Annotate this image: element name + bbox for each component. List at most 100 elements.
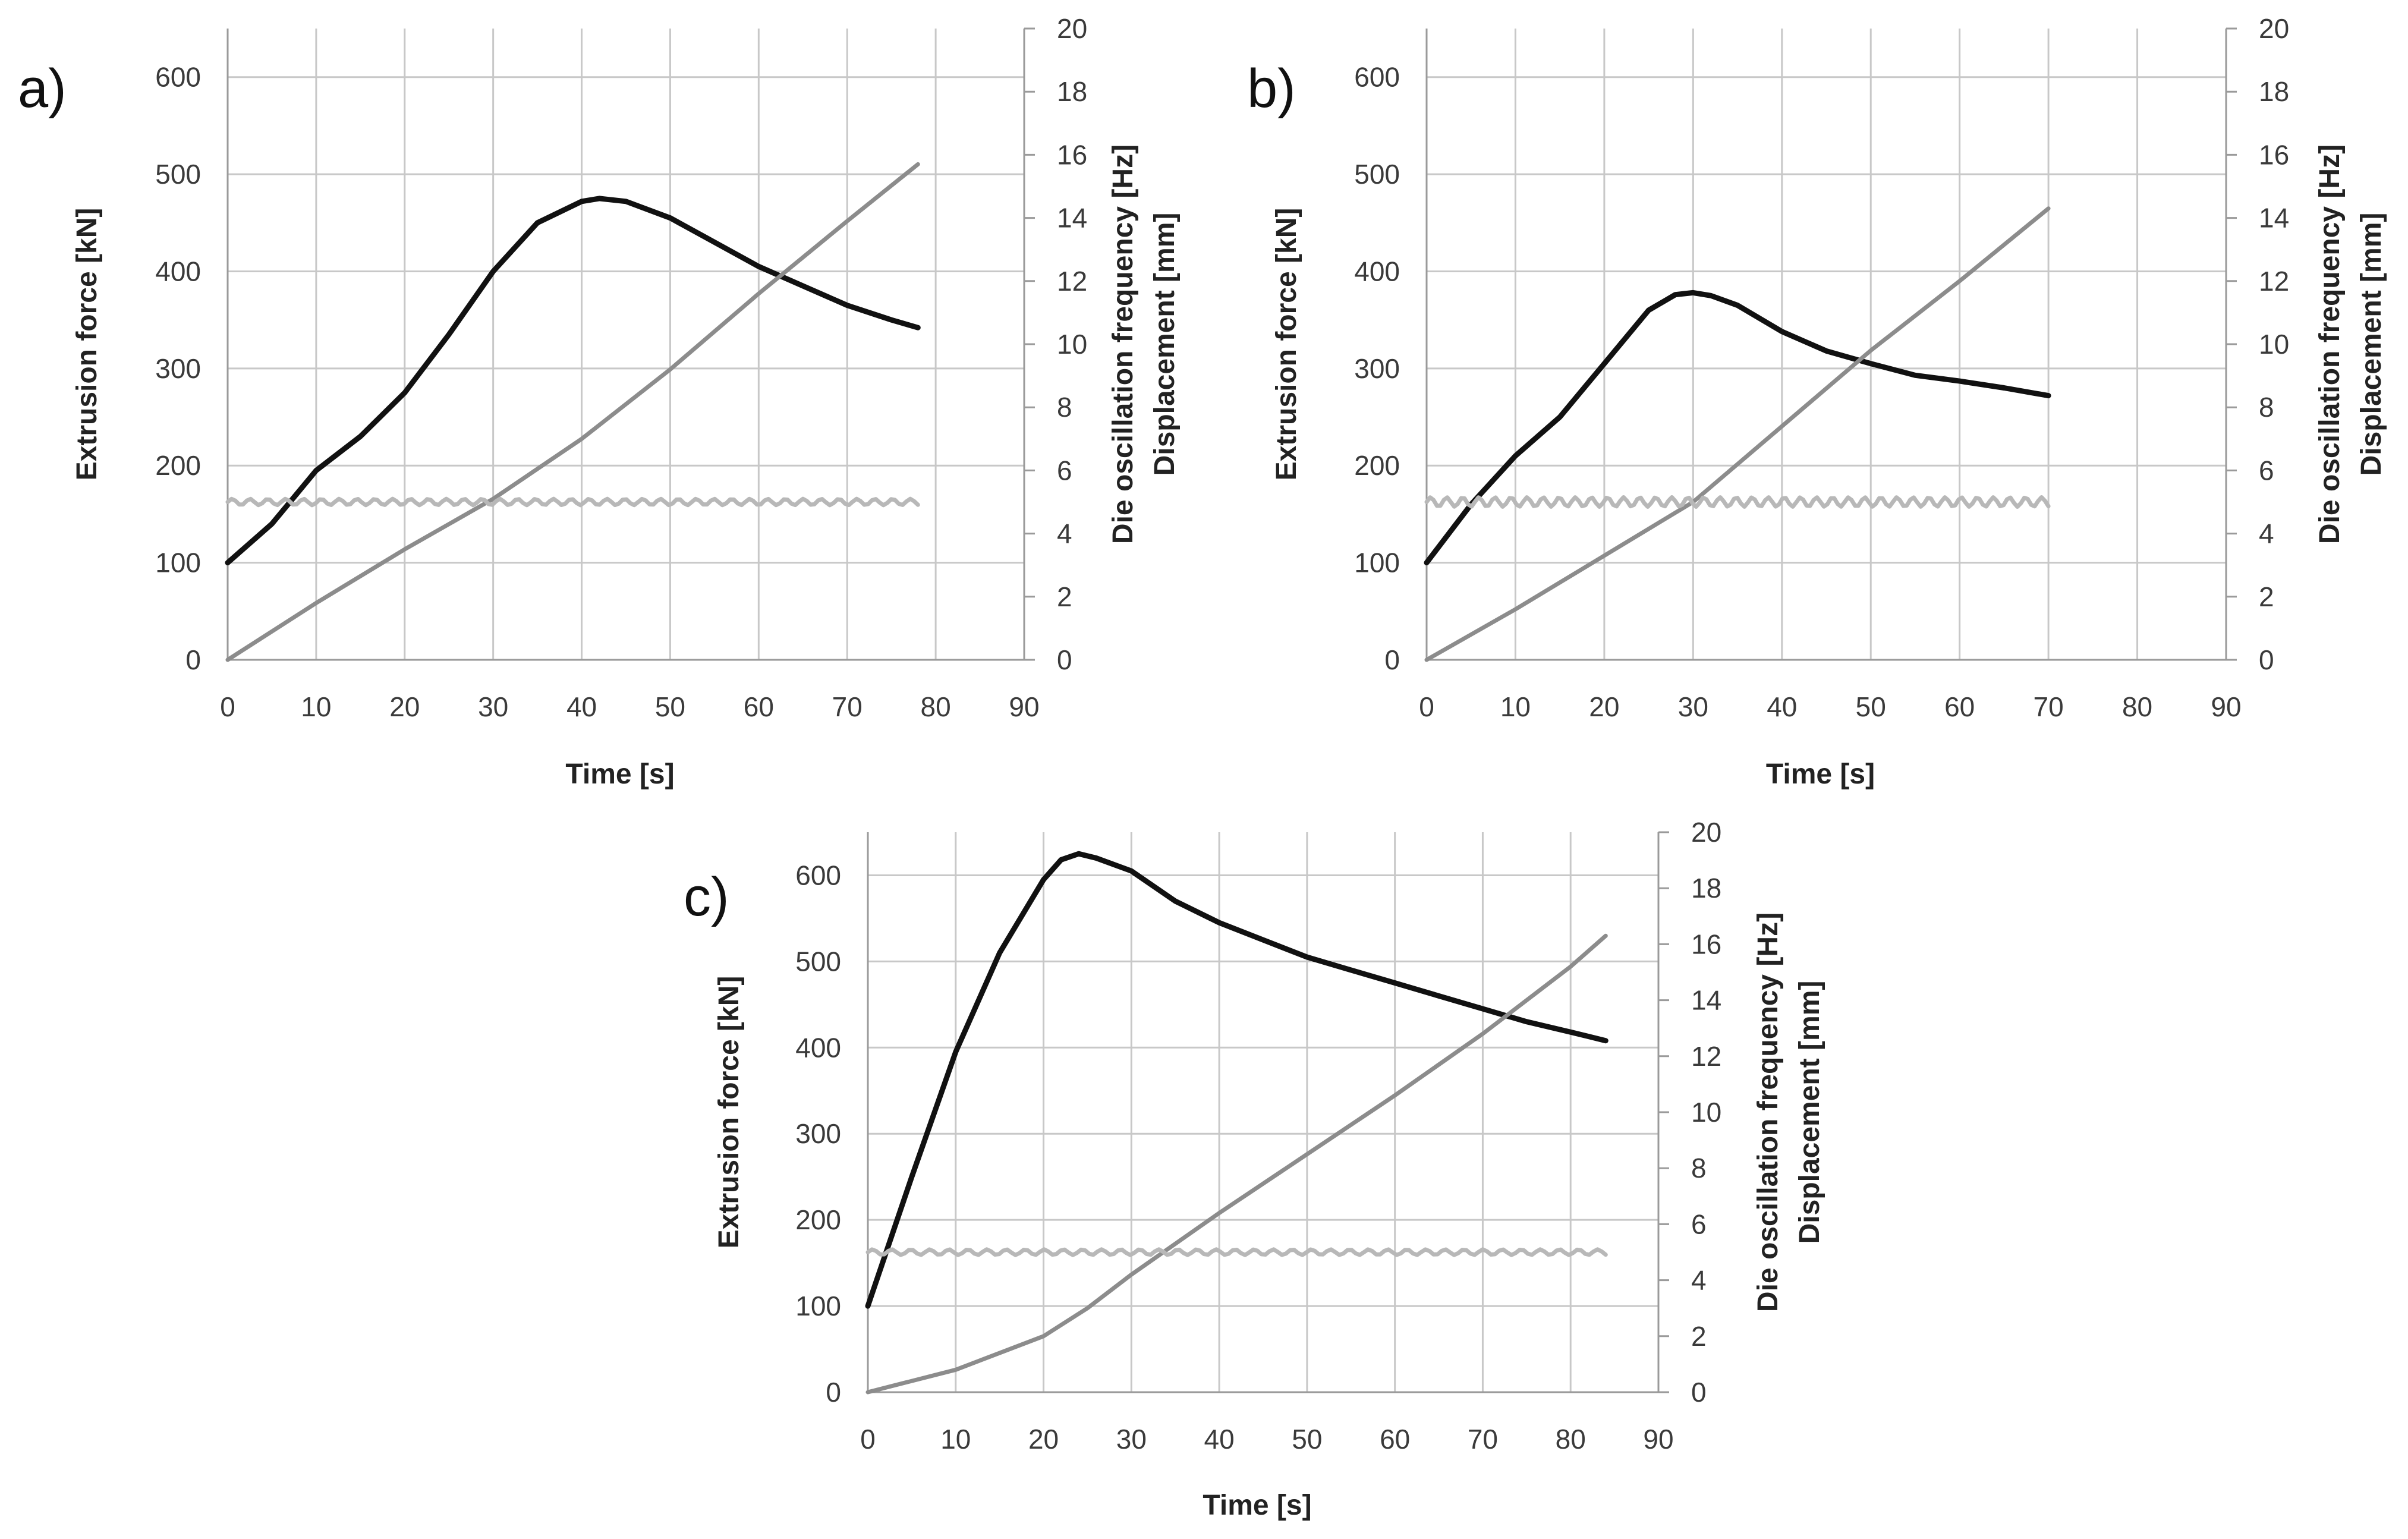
y2-tick-label: 14 — [1057, 203, 1087, 234]
series-line-extrusion-force — [1424, 289, 2051, 566]
y-axis-label: Extrusion force [kN] — [71, 208, 103, 481]
y-tick-label: 0 — [1384, 644, 1400, 675]
y-tick-label: 200 — [155, 450, 201, 481]
x-tick-label: 0 — [860, 1424, 876, 1455]
y2-axis-label-displacement: Displacement [mm] — [1794, 981, 1825, 1244]
y2-tick-label: 6 — [1691, 1208, 1707, 1239]
panel-label: b) — [1247, 58, 1296, 119]
y2-tick-label: 20 — [2259, 13, 2289, 44]
chart-panel-c: 0 10 20 30 40 50 60 70 80 90 0 100 200 300 400 500 600 0 2… — [684, 817, 1825, 1521]
y-axis-label: Extrusion force [kN] — [713, 976, 745, 1249]
y-tick-label: 500 — [795, 946, 841, 977]
y2-axis-label-frequency: Die oscillation frequency [Hz] — [1107, 144, 1139, 544]
x-tick-label: 10 — [1500, 691, 1531, 722]
y2-tick-label: 2 — [1057, 581, 1072, 612]
x-tick-label: 50 — [655, 691, 685, 722]
x-tick-label: 0 — [1419, 691, 1434, 722]
x-tick-label: 10 — [940, 1424, 971, 1455]
y-tick-label: 100 — [795, 1291, 841, 1321]
chart-panel-b: 0 10 20 30 40 50 60 70 80 90 0 100 200 300 400 500 600 0 2… — [1247, 13, 2387, 790]
y-tick-label: 300 — [1354, 353, 1400, 384]
series-line-extrusion-force — [865, 851, 1609, 1309]
x-axis-label: Time [s] — [565, 759, 674, 790]
x-tick-label: 90 — [2211, 691, 2241, 722]
x-tick-label: 20 — [1589, 691, 1619, 722]
x-tick-label: 50 — [1292, 1424, 1322, 1455]
y2-tick-label: 8 — [1057, 392, 1072, 423]
y2-tick-label: 8 — [2259, 392, 2274, 423]
y2-tick-label: 18 — [1057, 76, 1087, 107]
x-axis-label: Time [s] — [1766, 759, 1875, 790]
y-tick-label: 400 — [1354, 256, 1400, 287]
y2-tick-label: 0 — [1057, 644, 1072, 675]
x-tick-label: 50 — [1856, 691, 1886, 722]
x-tick-label: 80 — [921, 691, 951, 722]
y-tick-label: 100 — [155, 547, 201, 578]
x-tick-label: 0 — [220, 691, 235, 722]
y2-tick-label: 4 — [1057, 518, 1072, 549]
x-tick-label: 70 — [832, 691, 863, 722]
y2-tick-label: 14 — [2259, 203, 2289, 234]
x-tick-label: 90 — [1643, 1424, 1673, 1455]
x-tick-label: 30 — [1678, 691, 1708, 722]
y-tick-label: 300 — [155, 353, 201, 384]
x-tick-label: 80 — [2122, 691, 2152, 722]
y-tick-label: 100 — [1354, 547, 1400, 578]
y-tick-label: 600 — [155, 62, 201, 93]
x-tick-label: 60 — [1944, 691, 1975, 722]
y2-tick-label: 0 — [2259, 644, 2274, 675]
y2-tick-label: 16 — [2259, 139, 2289, 170]
y2-tick-label: 6 — [2259, 455, 2274, 486]
y2-tick-label: 12 — [2259, 266, 2289, 297]
y2-tick-label: 16 — [1691, 929, 1721, 959]
panel-label: a) — [18, 58, 67, 119]
chart-panel-a: 0 10 20 30 40 50 60 70 80 90 0 100 200 300 400 500 600 0 2… — [18, 13, 1181, 790]
y-tick-label: 300 — [795, 1118, 841, 1149]
series-line-extrusion-force — [225, 196, 921, 566]
y2-tick-label: 8 — [1691, 1153, 1707, 1184]
series-line-displacement — [225, 162, 920, 662]
series-line-displacement — [1424, 206, 2051, 662]
y-tick-label: 600 — [1354, 62, 1400, 93]
y-tick-label: 0 — [826, 1377, 841, 1408]
x-tick-label: 20 — [1028, 1424, 1059, 1455]
y-tick-label: 0 — [185, 644, 201, 675]
y2-tick-label: 2 — [2259, 581, 2274, 612]
y-tick-label: 600 — [795, 860, 841, 890]
y2-tick-label: 2 — [1691, 1321, 1707, 1352]
series-line-displacement — [865, 933, 1608, 1395]
x-tick-label: 90 — [1009, 691, 1039, 722]
y2-tick-label: 4 — [1691, 1265, 1707, 1296]
series-line-die-frequency — [865, 1247, 1608, 1257]
x-tick-label: 40 — [566, 691, 597, 722]
series-line-die-frequency — [225, 496, 920, 508]
x-tick-label: 10 — [301, 691, 331, 722]
y2-axis-label-displacement: Displacement [mm] — [2356, 213, 2387, 476]
y2-tick-label: 6 — [1057, 455, 1072, 486]
y-tick-label: 500 — [1354, 159, 1400, 190]
y2-tick-label: 10 — [2259, 329, 2289, 360]
y2-axis-label-frequency: Die oscillation frequency [Hz] — [2314, 144, 2346, 544]
x-tick-label: 70 — [2034, 691, 2064, 722]
x-tick-label: 30 — [478, 691, 508, 722]
y-tick-label: 200 — [795, 1204, 841, 1235]
y-axis-label: Extrusion force [kN] — [1271, 208, 1302, 481]
y-tick-label: 400 — [155, 256, 201, 287]
y2-tick-label: 20 — [1691, 817, 1721, 848]
x-tick-label: 80 — [1556, 1424, 1586, 1455]
y2-tick-label: 4 — [2259, 518, 2274, 549]
x-tick-label: 40 — [1767, 691, 1797, 722]
y2-tick-label: 18 — [1691, 873, 1721, 904]
x-axis-label: Time [s] — [1203, 1490, 1311, 1521]
y2-tick-label: 12 — [1691, 1041, 1721, 1072]
y2-tick-label: 16 — [1057, 139, 1087, 170]
x-tick-label: 30 — [1116, 1424, 1147, 1455]
series-line-die-frequency — [1424, 495, 2051, 509]
y-tick-label: 500 — [155, 159, 201, 190]
y2-tick-label: 0 — [1691, 1377, 1707, 1408]
y2-tick-label: 10 — [1057, 329, 1087, 360]
y-tick-label: 400 — [795, 1032, 841, 1063]
y2-tick-label: 20 — [1057, 13, 1087, 44]
y2-tick-label: 10 — [1691, 1097, 1721, 1128]
